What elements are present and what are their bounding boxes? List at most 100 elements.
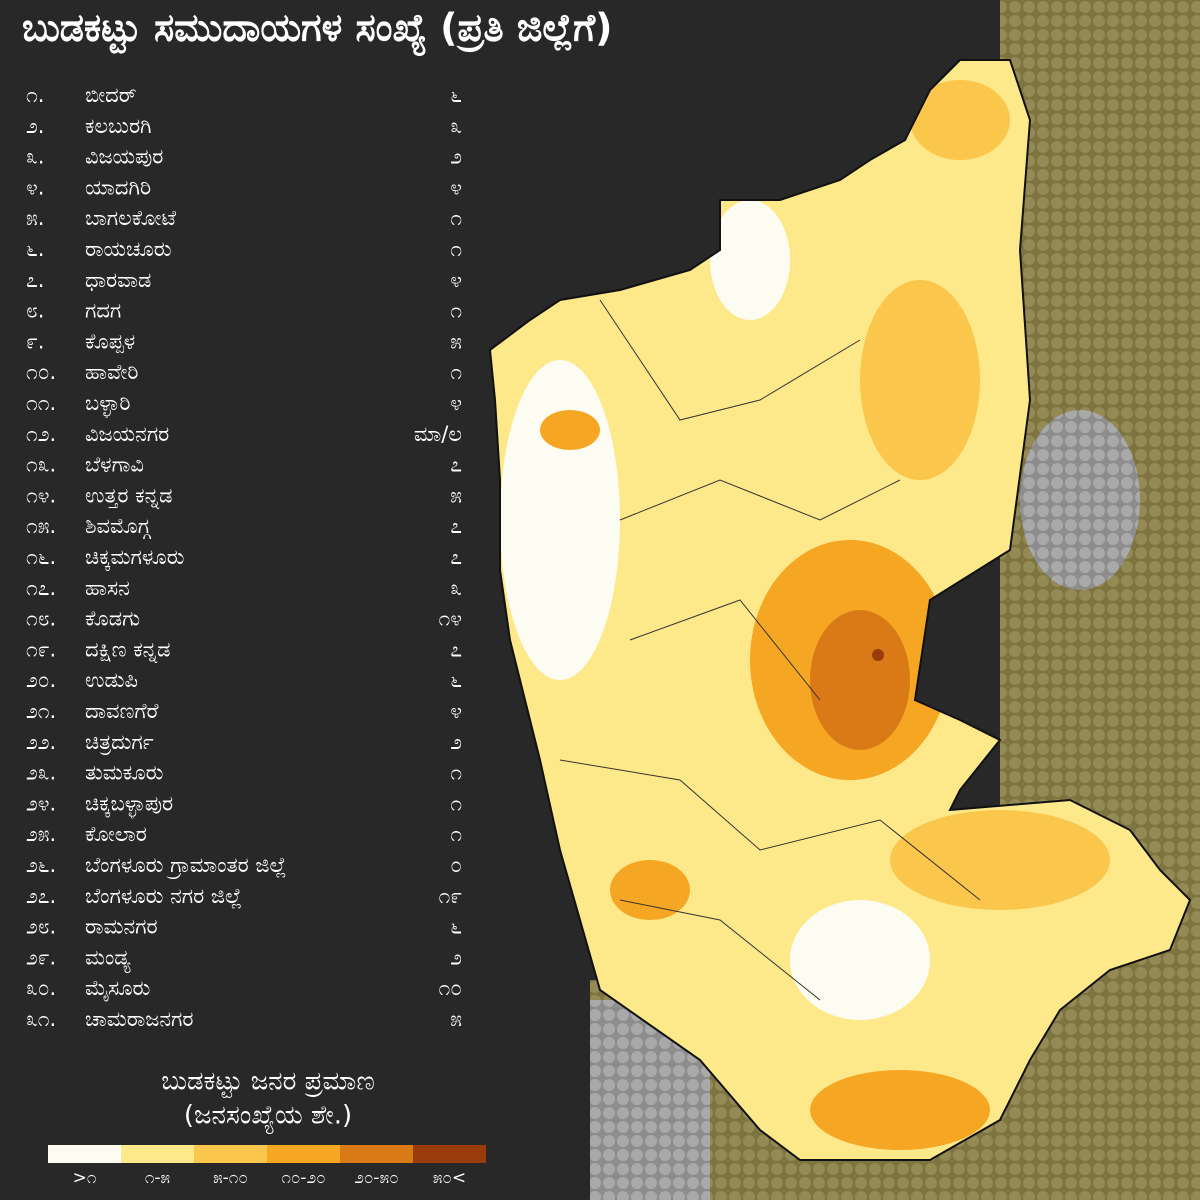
district-count: ೭ <box>450 453 462 477</box>
district-name: ಯಾದಗಿರಿ <box>85 175 151 199</box>
district-name: ಬೆಂಗಳೂರು ಗ್ರಾಮಾಂತರ ಜಿಲ್ಲೆ <box>85 853 286 879</box>
district-number: ೨. <box>26 114 44 138</box>
district-name: ಚಾಮರಾಜನಗರ <box>85 1007 194 1031</box>
legend-swatch <box>48 1145 121 1163</box>
district-count: ೧೯ <box>438 884 462 908</box>
district-number: ೩. <box>26 145 44 169</box>
district-number: ೧೦. <box>26 360 56 384</box>
district-number: ೨೬. <box>26 853 56 877</box>
district-number: ೩೦. <box>26 976 56 1000</box>
district-count: ೩ <box>450 114 462 138</box>
district-number: ೨೯. <box>26 945 56 969</box>
district-name: ಬಳ್ಳಾರಿ <box>85 391 130 417</box>
district-name: ಬಾಗಲಕೋಟೆ <box>85 206 176 230</box>
district-number: ೧೩. <box>26 453 56 477</box>
district-number: ೧೬. <box>26 545 56 569</box>
district-name: ವಿಜಯನಗರ <box>85 422 169 446</box>
district-number: ೪. <box>26 175 44 199</box>
district-count: ೧ <box>450 360 462 384</box>
district-name: ಬೀದರ್ <box>85 83 137 107</box>
district-count: ೭ <box>450 637 462 661</box>
district-count: ೫ <box>450 329 462 353</box>
district-name: ಹಾವೇರಿ <box>85 360 138 384</box>
district-number: ೫. <box>26 206 44 230</box>
district-number: ೮. <box>26 299 44 323</box>
district-borders <box>559 299 981 1001</box>
district-count: ೭ <box>450 514 462 538</box>
district-name: ಬೆಳಗಾವಿ <box>85 453 144 477</box>
district-name: ಮೈಸೂರು <box>85 976 150 1001</box>
legend-label: ೨೦-೫೦ <box>354 1168 398 1188</box>
district-name: ಉತ್ತರ ಕನ್ನಡ <box>85 483 172 508</box>
district-count: ೫ <box>450 483 462 507</box>
district-number: ೨೪. <box>26 791 56 815</box>
district-name: ಬೆಂಗಳೂರು ನಗರ ಜಿಲ್ಲೆ <box>85 884 242 909</box>
district-name: ಕೊಪ್ಪಳ <box>85 329 135 354</box>
district-number: ೨೦. <box>26 668 56 692</box>
district-count: ೪ <box>450 391 462 415</box>
legend-title: ಬುಡಕಟ್ಟು ಜನರ ಪ್ರಮಾಣ <box>161 1067 375 1099</box>
district-number: ೧೯. <box>26 637 56 661</box>
district-number: ೬. <box>26 237 44 261</box>
district-count: ೧ <box>450 237 462 261</box>
district-name: ಕೊಡಗು <box>85 607 140 631</box>
district-name: ಚಿಕ್ಕಮಗಳೂರು <box>85 545 184 570</box>
legend-label: ೫೦< <box>433 1168 466 1188</box>
district-number: ೧೫. <box>26 514 56 538</box>
legend-swatch <box>267 1145 340 1163</box>
legend-swatch <box>121 1145 194 1163</box>
district-name: ಚಿಕ್ಕಬಳ್ಳಾಪುರ <box>85 791 173 817</box>
legend-label: ೧-೫ <box>145 1168 170 1188</box>
district-count: ೬ <box>450 668 462 692</box>
district-number: ೨೭. <box>26 884 56 908</box>
district-list: ೧. ಬೀದರ್ ೬೨. ಕಲಬುರಗಿ ೩೩. ವಿಜಯಪುರ ೨೪. ಯಾದಗಿರಿ ೪೫.… <box>26 83 462 1031</box>
district-count: ಮಾ/ಲ <box>414 422 462 446</box>
district-count: ೧ <box>450 822 462 846</box>
district-number: ೭. <box>26 268 44 292</box>
district-number: ೧. <box>26 83 44 107</box>
district-number: ೨೮. <box>26 915 56 939</box>
district-number: ೨೫. <box>26 822 56 846</box>
district-count: ೨ <box>450 730 462 754</box>
district-count: ೧ <box>450 299 462 323</box>
district-name: ಮಂಡ್ಯ <box>85 945 131 972</box>
district-number: ೧೪. <box>26 483 56 507</box>
district-number: ೧೮. <box>26 607 56 631</box>
legend-label: ೫-೧೦ <box>213 1168 248 1188</box>
district-count: ೫ <box>450 1007 462 1031</box>
district-name: ರಾಯಚೂರು <box>85 237 172 261</box>
district-count: ೧ <box>450 761 462 785</box>
district-name: ಹಾಸನ <box>85 576 130 600</box>
district-count: ೧ <box>450 791 462 815</box>
district-count: ೨ <box>450 945 462 969</box>
district-number: ೨೧. <box>26 699 56 723</box>
district-count: ೧೦ <box>438 976 462 1000</box>
legend-swatch <box>340 1145 413 1163</box>
district-name: ಧಾರವಾಡ <box>85 268 151 292</box>
district-count: ೦ <box>450 853 462 877</box>
district-count: ೪ <box>450 175 462 199</box>
neighbour-region <box>1020 410 1140 590</box>
district-name: ಗದಗ <box>85 299 121 323</box>
district-count: ೨ <box>450 145 462 169</box>
district-name: ಕೋಲಾರ <box>85 822 147 846</box>
district-name: ಶಿವಮೊಗ್ಗ <box>85 514 152 538</box>
legend-title: (ಜನಸಂಖ್ಯೆಯ ಶೇ.) <box>184 1101 352 1134</box>
district-name: ವಿಜಯಪುರ <box>85 145 163 169</box>
district-name: ರಾಮನಗರ <box>85 915 158 939</box>
district-number: ೧೧. <box>26 391 56 415</box>
district-count: ೭ <box>450 545 462 569</box>
district-count: ೬ <box>450 83 462 107</box>
title: ಬುಡಕಟ್ಟು ಸಮುದಾಯಗಳ ಸಂಖ್ಯೆ (ಪ್ರತಿ ಜಿಲ್ಲೆಗೆ… <box>22 6 613 56</box>
district-name: ಕಲಬುರಗಿ <box>85 114 152 138</box>
district-name: ದಾವಣಗೆರೆ <box>85 699 159 723</box>
district-count: ೪ <box>450 268 462 292</box>
district-name: ದಕ್ಷಿಣ ಕನ್ನಡ <box>85 637 171 662</box>
legend-label: >೧ <box>73 1168 97 1188</box>
district-name: ತುಮಕೂರು <box>85 761 163 785</box>
legend-swatch <box>194 1145 267 1163</box>
district-number: ೧೨. <box>26 422 56 446</box>
district-number: ೨೨. <box>26 730 56 754</box>
